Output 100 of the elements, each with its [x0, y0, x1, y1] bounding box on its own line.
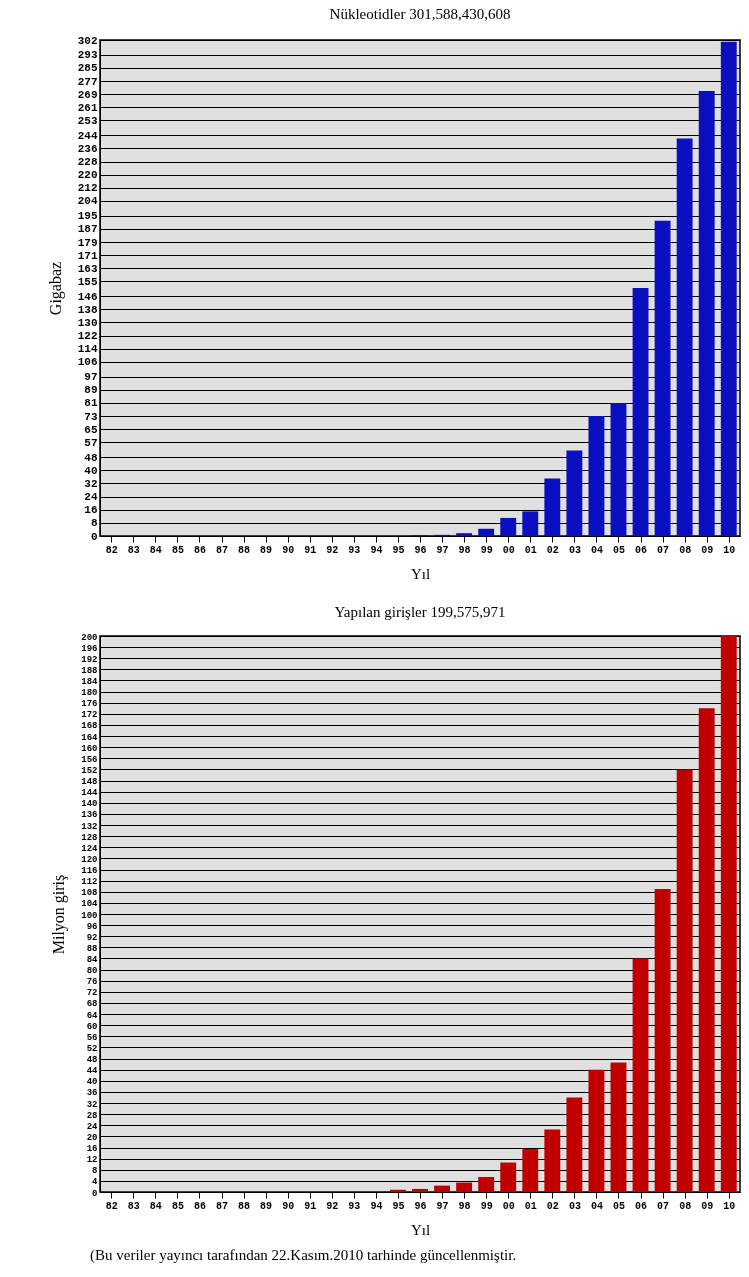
x-tick-label: 93	[348, 1200, 361, 1212]
bar	[654, 220, 671, 536]
y-tick-label: 89	[84, 384, 98, 397]
x-tick-label: 01	[524, 1200, 537, 1212]
y-tick-label: 269	[77, 88, 98, 101]
y-tick-label: 112	[81, 877, 98, 888]
y-tick-label: 44	[86, 1066, 99, 1077]
y-tick-label: 132	[81, 821, 98, 832]
x-tick-label: 98	[458, 544, 471, 556]
bar	[456, 533, 473, 536]
y-tick-label: 40	[86, 1077, 98, 1088]
y-tick-label: 200	[81, 632, 98, 643]
y-tick-label: 24	[84, 491, 98, 504]
bar	[610, 1062, 627, 1192]
chart-title: Nükleotidler 301,588,430,608	[329, 6, 511, 22]
bar	[698, 708, 715, 1192]
x-tick-label: 85	[171, 1200, 184, 1212]
y-tick-label: 156	[81, 754, 98, 765]
y-tick-label: 195	[77, 210, 98, 223]
x-tick-label: 97	[436, 544, 449, 556]
y-tick-label: 164	[81, 732, 99, 743]
x-tick-label: 04	[590, 544, 603, 556]
y-tick-label: 302	[77, 34, 98, 47]
bar	[566, 450, 583, 536]
y-tick-label: 172	[81, 710, 98, 721]
y-tick-label: 96	[86, 921, 98, 932]
y-tick-label: 73	[84, 410, 98, 423]
x-tick-label: 85	[171, 544, 184, 556]
y-tick-label: 0	[92, 1188, 98, 1199]
y-tick-label: 60	[86, 1021, 98, 1032]
bar	[720, 41, 737, 536]
bar	[632, 288, 649, 536]
x-tick-label: 92	[326, 544, 339, 556]
bar	[566, 1097, 583, 1192]
y-tick-label: 138	[77, 303, 98, 316]
x-tick-label: 96	[414, 544, 427, 556]
x-tick-label: 89	[260, 1200, 273, 1212]
chart-title: Yapılan girişler 199,575,971	[334, 604, 506, 620]
x-tick-label: 84	[149, 544, 162, 556]
x-axis-title: Yıl	[410, 565, 431, 582]
y-tick-label: 148	[81, 777, 98, 788]
y-tick-label: 104	[81, 899, 99, 910]
y-tick-label: 130	[77, 316, 98, 329]
y-tick-label: 32	[84, 477, 98, 490]
y-tick-label: 76	[86, 977, 98, 988]
y-tick-label: 128	[81, 832, 98, 843]
x-tick-label: 87	[216, 1200, 229, 1212]
y-tick-label: 106	[77, 356, 98, 369]
bar	[588, 1069, 605, 1192]
y-tick-label: 120	[81, 854, 98, 865]
x-tick-label: 02	[546, 1200, 559, 1212]
y-tick-label: 4	[92, 1177, 99, 1188]
x-tick-label: 09	[701, 1200, 714, 1212]
x-tick-label: 90	[282, 1200, 295, 1212]
x-tick-label: 07	[657, 544, 670, 556]
y-tick-label: 0	[90, 530, 98, 543]
y-tick-label: 244	[77, 129, 98, 142]
x-tick-label: 99	[480, 544, 493, 556]
y-tick-label: 160	[81, 743, 98, 754]
y-tick-label: 261	[77, 101, 98, 114]
x-tick-label: 95	[392, 1200, 405, 1212]
y-axis-title: Gigabaz	[46, 261, 65, 316]
bar	[434, 1185, 450, 1192]
y-tick-label: 122	[77, 330, 98, 343]
y-tick-label: 16	[86, 1144, 98, 1155]
x-tick-label: 06	[635, 1200, 648, 1212]
x-tick-label: 82	[105, 1200, 118, 1212]
text: (Bu veriler yayıncı tarafından 22.Kasım.2010 tarhinde güncellenmiştir.	[89, 1247, 518, 1264]
y-tick-label: 124	[81, 843, 99, 854]
y-tick-label: 24	[86, 1121, 99, 1132]
x-tick-label: 87	[216, 544, 229, 556]
y-tick-label: 48	[84, 451, 98, 464]
y-tick-label: 80	[86, 966, 98, 977]
x-tick-label: 82	[105, 544, 118, 556]
y-tick-label: 8	[90, 517, 98, 530]
y-tick-label: 277	[77, 75, 98, 88]
y-tick-label: 8	[92, 1166, 98, 1177]
y-tick-label: 144	[81, 788, 99, 799]
x-tick-label: 90	[282, 544, 295, 556]
y-tick-label: 52	[86, 1043, 98, 1054]
y-tick-label: 236	[77, 142, 98, 155]
y-tick-label: 20	[86, 1132, 98, 1143]
bar	[632, 958, 649, 1192]
x-tick-label: 10	[723, 1200, 736, 1212]
y-tick-label: 140	[81, 799, 98, 810]
bar	[478, 1176, 495, 1192]
x-tick-label: 94	[370, 1200, 383, 1212]
y-tick-label: 204	[77, 195, 98, 208]
x-tick-label: 03	[568, 1200, 581, 1212]
y-tick-label: 220	[77, 169, 98, 182]
y-tick-label: 64	[86, 1010, 99, 1021]
y-tick-label: 116	[81, 866, 98, 877]
x-tick-label: 95	[392, 544, 405, 556]
bar	[500, 1162, 517, 1192]
x-tick-label: 09	[701, 544, 714, 556]
x-tick-label: 98	[458, 1200, 471, 1212]
y-tick-label: 180	[81, 688, 98, 699]
y-tick-label: 68	[86, 999, 98, 1010]
y-tick-label: 136	[81, 810, 98, 821]
x-tick-label: 10	[723, 544, 736, 556]
